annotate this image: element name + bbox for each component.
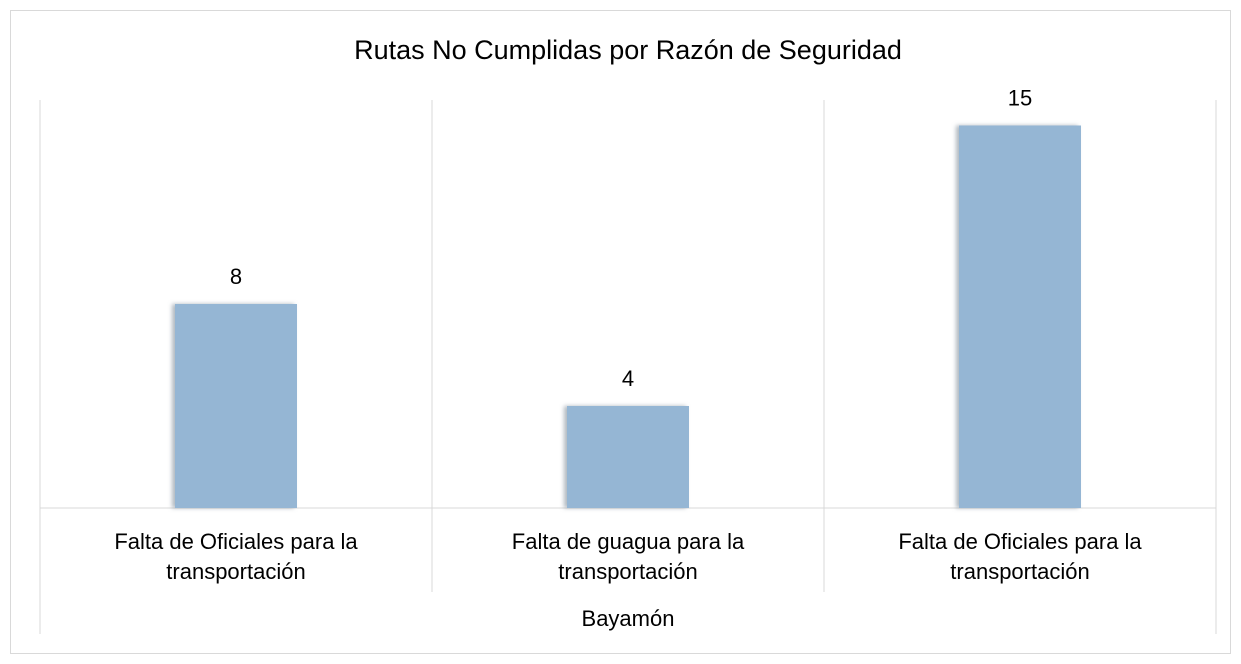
- data-label: 15: [1008, 85, 1032, 110]
- x-tick-label: Falta de Oficiales para la transportació…: [898, 529, 1142, 584]
- x-tick-label: Falta de guagua para la transportación: [511, 529, 745, 584]
- bar: [175, 304, 297, 508]
- bar: [959, 125, 1081, 508]
- bar: [567, 406, 689, 508]
- data-label: 8: [230, 264, 242, 289]
- group-label: Bayamón: [582, 606, 675, 631]
- data-label: 4: [622, 366, 634, 391]
- chart-title: Rutas No Cumplidas por Razón de Segurida…: [354, 35, 902, 65]
- x-tick-label: Falta de Oficiales para la transportació…: [114, 529, 358, 584]
